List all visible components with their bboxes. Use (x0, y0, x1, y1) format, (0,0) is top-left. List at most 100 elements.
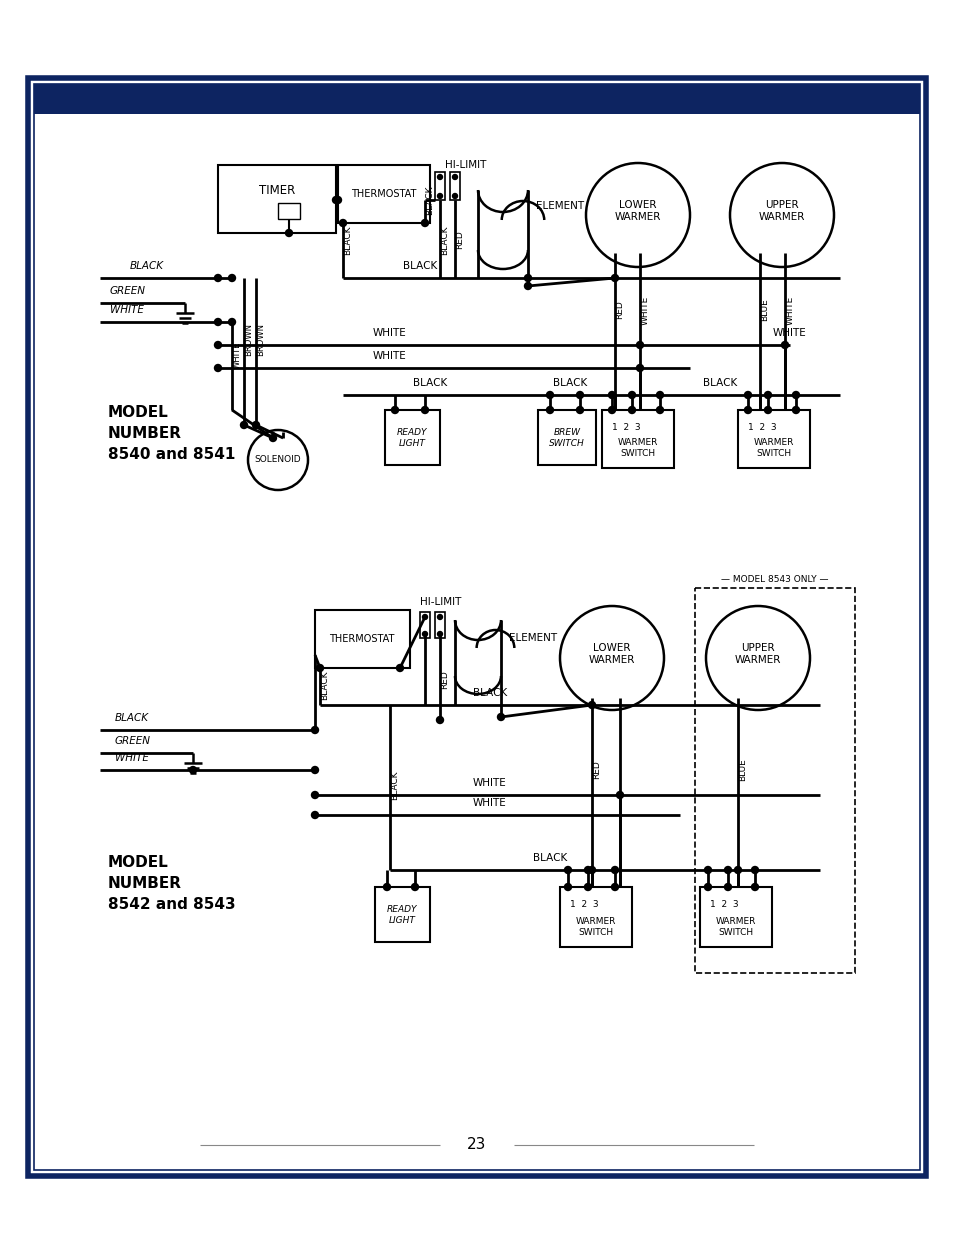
Circle shape (339, 220, 346, 226)
Text: BLACK: BLACK (440, 225, 449, 254)
Text: BROWN: BROWN (256, 324, 265, 357)
Text: WHITE: WHITE (473, 798, 506, 808)
Bar (537, 410, 596, 466)
Text: WHITE: WHITE (639, 295, 649, 325)
Circle shape (437, 615, 442, 620)
Circle shape (383, 883, 390, 890)
Text: BLACK: BLACK (425, 185, 434, 215)
Circle shape (636, 364, 643, 372)
Circle shape (229, 274, 235, 282)
Text: BLACK: BLACK (402, 261, 436, 270)
Text: WARMER
SWITCH: WARMER SWITCH (753, 438, 793, 458)
Circle shape (190, 767, 196, 773)
Text: WHITE: WHITE (373, 329, 406, 338)
Circle shape (396, 664, 403, 672)
Circle shape (703, 867, 711, 873)
Circle shape (312, 792, 318, 799)
Circle shape (763, 391, 771, 399)
Text: THERMOSTAT: THERMOSTAT (329, 634, 395, 643)
Circle shape (524, 274, 531, 282)
Bar (34, 84, 919, 1170)
Text: WHITE: WHITE (115, 753, 149, 763)
Circle shape (546, 406, 553, 414)
Circle shape (497, 714, 504, 720)
Bar (28, 78, 925, 1176)
Text: BREW
SWITCH: BREW SWITCH (549, 429, 584, 448)
Circle shape (751, 883, 758, 890)
Circle shape (564, 883, 571, 890)
Text: BLACK: BLACK (702, 378, 737, 388)
Circle shape (214, 274, 221, 282)
Circle shape (576, 406, 583, 414)
Bar (601, 410, 673, 468)
Text: SOLENOID: SOLENOID (254, 456, 301, 464)
Bar (314, 610, 410, 668)
Circle shape (705, 606, 809, 710)
Circle shape (584, 867, 591, 873)
Circle shape (436, 716, 443, 724)
Bar (385, 410, 439, 466)
Circle shape (576, 391, 583, 399)
Circle shape (559, 606, 663, 710)
Text: TIMER: TIMER (258, 184, 294, 196)
Bar (559, 887, 631, 947)
Text: BLACK: BLACK (130, 261, 164, 270)
Text: BLACK: BLACK (473, 688, 507, 698)
Text: HI-LIMIT: HI-LIMIT (444, 161, 486, 170)
Circle shape (214, 364, 221, 372)
Circle shape (743, 406, 751, 414)
Circle shape (421, 406, 428, 414)
Circle shape (723, 867, 731, 873)
Circle shape (422, 631, 427, 636)
Circle shape (734, 867, 740, 873)
Text: BLACK: BLACK (343, 225, 352, 254)
Text: BLACK: BLACK (320, 671, 329, 700)
Text: ELEMENT: ELEMENT (536, 201, 583, 211)
Circle shape (611, 274, 618, 282)
Text: MODEL
NUMBER
8542 and 8543: MODEL NUMBER 8542 and 8543 (108, 855, 235, 911)
Text: 1  2  3: 1 2 3 (747, 424, 776, 432)
Text: READY
LIGHT: READY LIGHT (386, 905, 416, 925)
Text: RED: RED (592, 761, 601, 779)
Circle shape (253, 421, 259, 429)
Text: BLACK: BLACK (533, 853, 566, 863)
Bar (450, 172, 459, 200)
Text: THERMOSTAT: THERMOSTAT (351, 189, 416, 199)
Text: WHITE: WHITE (784, 295, 794, 325)
Circle shape (616, 792, 623, 799)
Circle shape (421, 220, 428, 226)
Text: BLACK: BLACK (553, 378, 586, 388)
Text: RED: RED (440, 671, 449, 689)
Bar (695, 588, 854, 973)
Text: 1  2  3: 1 2 3 (709, 900, 738, 909)
Circle shape (588, 701, 595, 709)
Bar (34, 84, 919, 114)
Circle shape (229, 319, 235, 326)
Circle shape (792, 391, 799, 399)
Text: — MODEL 8543 ONLY —: — MODEL 8543 ONLY — (720, 576, 828, 584)
Circle shape (214, 342, 221, 348)
Bar (700, 887, 771, 947)
Bar (277, 203, 299, 219)
Circle shape (584, 883, 591, 890)
Text: BLACK: BLACK (413, 378, 447, 388)
Circle shape (411, 883, 418, 890)
Text: MODEL
NUMBER
8540 and 8541: MODEL NUMBER 8540 and 8541 (108, 405, 235, 462)
Text: 1  2  3: 1 2 3 (612, 424, 640, 432)
Circle shape (312, 726, 318, 734)
Bar (218, 165, 335, 233)
Circle shape (524, 283, 531, 289)
Circle shape (723, 883, 731, 890)
Circle shape (422, 615, 427, 620)
Text: ELEMENT: ELEMENT (509, 634, 557, 643)
Circle shape (628, 391, 635, 399)
Circle shape (656, 406, 662, 414)
Circle shape (608, 391, 615, 399)
Circle shape (628, 406, 635, 414)
Text: HI-LIMIT: HI-LIMIT (419, 597, 461, 606)
Text: UPPER
WARMER: UPPER WARMER (758, 200, 804, 222)
Text: BLACK: BLACK (390, 771, 399, 800)
Circle shape (269, 435, 276, 441)
Text: 23: 23 (467, 1137, 486, 1152)
Bar (419, 613, 430, 638)
